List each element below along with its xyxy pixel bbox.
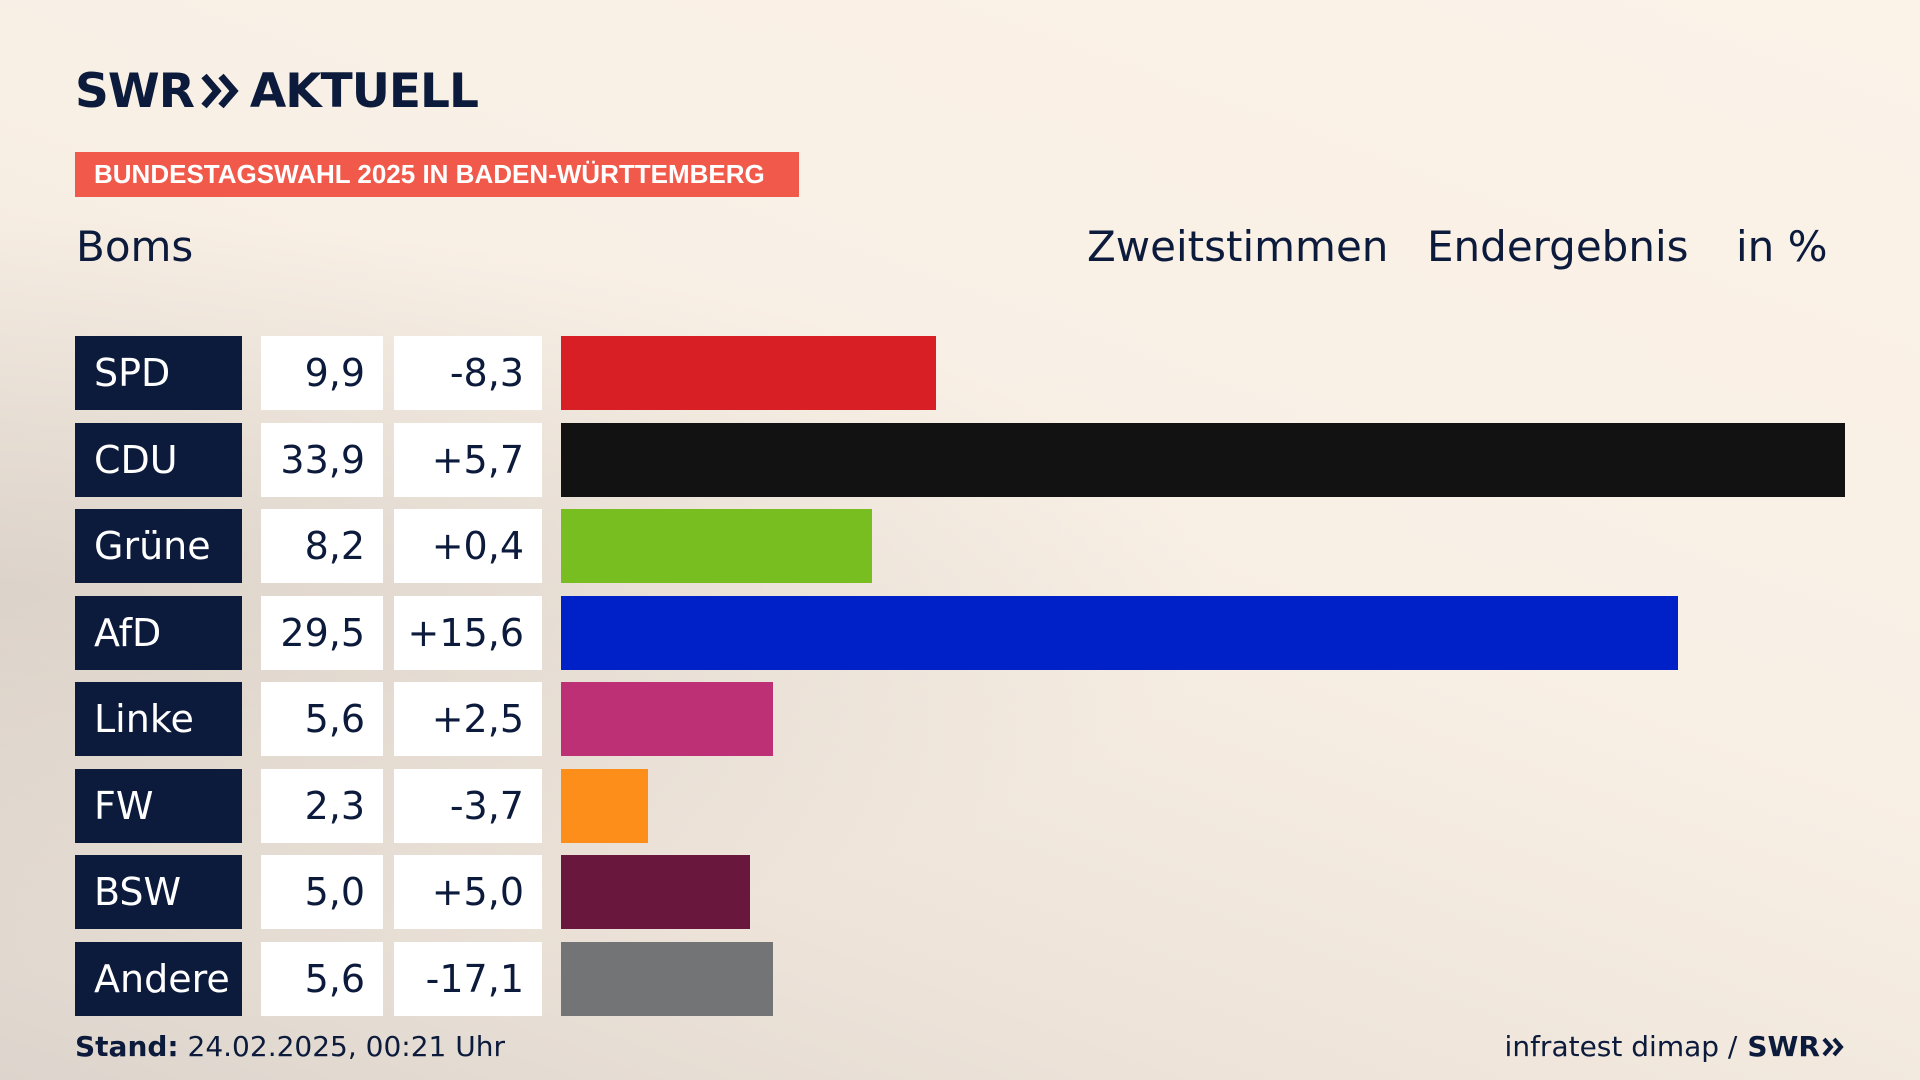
party-diff: -3,7 (394, 768, 542, 843)
unit-label: in % (1736, 222, 1828, 271)
party-label: Linke (75, 682, 242, 756)
party-value: 2,3 (261, 768, 383, 843)
party-label: Grüne (75, 509, 242, 583)
timestamp-label: Stand: (75, 1030, 179, 1063)
mini-double-chevron-icon (1822, 1037, 1844, 1056)
party-diff: -17,1 (394, 941, 542, 1016)
party-value: 29,5 (261, 595, 383, 670)
logo-swr-text: SWR (75, 63, 195, 119)
party-bar (561, 941, 774, 1016)
swr-mini-logo-text: SWR (1747, 1030, 1820, 1063)
party-diff: +5,7 (394, 422, 542, 497)
vote-type-label: Zweitstimmen (1087, 222, 1389, 271)
party-diff: +15,6 (394, 595, 542, 670)
party-label: AfD (75, 595, 242, 670)
source-credit: infratest dimap / SWR (1505, 1030, 1844, 1063)
party-bar (561, 768, 649, 843)
party-value: 5,6 (261, 941, 383, 1016)
party-value: 9,9 (261, 336, 383, 410)
party-diff: +0,4 (394, 509, 542, 583)
party-bar (561, 855, 751, 929)
election-band-label: BUNDESTAGSWAHL 2025 IN BADEN-WÜRTTEMBERG (94, 159, 765, 189)
timestamp-value: 24.02.2025, 00:21 Uhr (187, 1030, 505, 1063)
party-value: 5,6 (261, 682, 383, 756)
party-bar (561, 422, 1845, 497)
double-chevron-icon (201, 73, 239, 109)
timestamp: Stand: 24.02.2025, 00:21 Uhr (75, 1030, 505, 1063)
party-value: 33,9 (261, 422, 383, 497)
party-label: BSW (75, 855, 242, 929)
party-bar (561, 595, 1679, 670)
party-value: 5,0 (261, 855, 383, 929)
party-row: BSW 5,0 +5,0 (0, 855, 1920, 929)
party-label: Andere (75, 941, 242, 1016)
party-row: Linke 5,6 +2,5 (0, 682, 1920, 756)
party-row: FW 2,3 -3,7 (0, 768, 1920, 843)
party-row: AfD 29,5 +15,6 (0, 595, 1920, 670)
party-label: FW (75, 768, 242, 843)
party-bar (561, 682, 774, 756)
logo-aktuell-text: AKTUELL (249, 63, 479, 119)
party-bar (561, 336, 936, 410)
party-row: CDU 33,9 +5,7 (0, 422, 1920, 497)
result-type-label: Endergebnis (1427, 222, 1689, 271)
party-label: CDU (75, 422, 242, 497)
party-diff: -8,3 (394, 336, 542, 410)
party-bar (561, 509, 872, 583)
swr-mini-logo: SWR (1747, 1030, 1844, 1063)
party-row: Andere 5,6 -17,1 (0, 941, 1920, 1016)
place-title: Boms (76, 222, 194, 271)
party-diff: +5,0 (394, 855, 542, 929)
swr-aktuell-logo: SWR AKTUELL (75, 63, 479, 119)
election-band: BUNDESTAGSWAHL 2025 IN BADEN-WÜRTTEMBERG (75, 152, 799, 197)
party-row: SPD 9,9 -8,3 (0, 336, 1920, 410)
party-value: 8,2 (261, 509, 383, 583)
party-diff: +2,5 (394, 682, 542, 756)
source-text: infratest dimap / (1504, 1030, 1738, 1063)
party-label: SPD (75, 336, 242, 410)
party-row: Grüne 8,2 +0,4 (0, 509, 1920, 583)
